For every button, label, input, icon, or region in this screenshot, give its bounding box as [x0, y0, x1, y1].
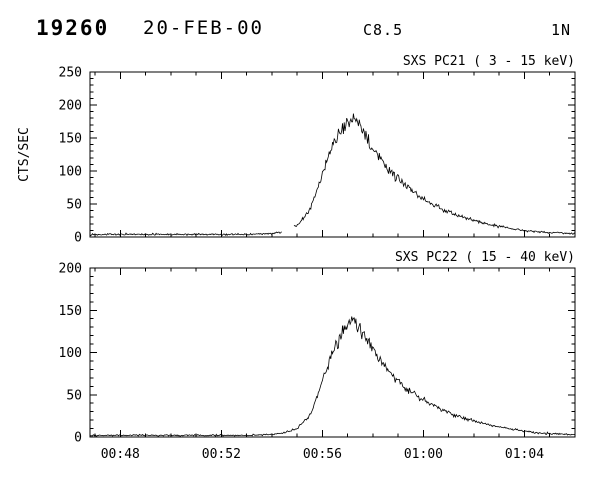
- y-tick-label: 100: [59, 165, 82, 180]
- plot-box: [89, 71, 576, 238]
- x-tick-label: 00:48: [101, 447, 140, 462]
- y-tick-label: 0: [74, 231, 82, 246]
- x-tick-label: 01:00: [404, 447, 443, 462]
- y-tick-label: 0: [74, 431, 82, 446]
- axis-ticks: [90, 267, 576, 438]
- event-date: 20-FEB-00: [143, 17, 264, 39]
- y-tick-label: 200: [59, 99, 82, 114]
- panel-title: SXS PC22 ( 15 - 40 keV): [395, 250, 575, 265]
- light-curve: [293, 113, 576, 235]
- y-tick-label: 250: [59, 66, 82, 81]
- optical-class: 1N: [551, 21, 572, 39]
- panel-1: 0 50 100 150 200 250 SXS PC21 ( 3 - 15 keV) CTS…: [17, 54, 576, 246]
- y-tick-label: 100: [59, 346, 82, 361]
- light-curve: [89, 231, 282, 237]
- x-tick-label: 00:52: [202, 447, 241, 462]
- axis-ticks: [90, 71, 576, 238]
- xray-class: C8.5: [363, 21, 404, 39]
- light-curve: [89, 316, 576, 437]
- event-number: 19260: [36, 16, 110, 40]
- y-tick-label: 50: [66, 198, 82, 213]
- x-tick-label: 01:04: [505, 447, 544, 462]
- y-tick-label: 150: [59, 132, 82, 147]
- panel-title: SXS PC21 ( 3 - 15 keV): [403, 54, 575, 69]
- panel-2: 0 50 100 150 200 00:48 00:52 00:56 01:00 01:04 SXS…: [59, 250, 576, 462]
- y-tick-label: 50: [66, 388, 82, 403]
- y-axis-label: CTS/SEC: [17, 127, 32, 182]
- y-tick-label: 150: [59, 304, 82, 319]
- y-tick-label: 200: [59, 262, 82, 277]
- x-tick-label: 00:56: [303, 447, 342, 462]
